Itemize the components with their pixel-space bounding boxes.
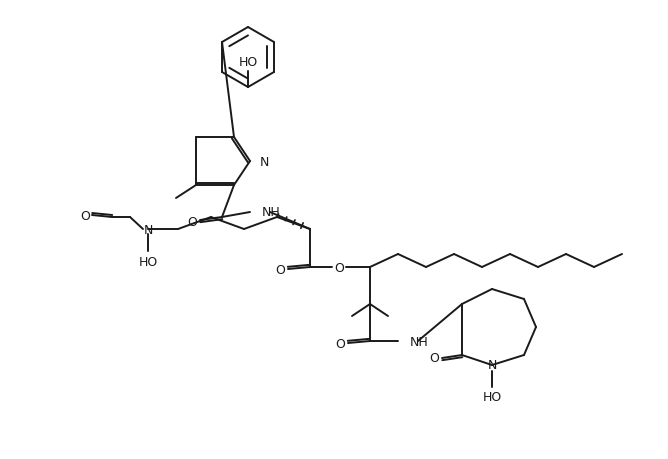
Text: O: O	[334, 261, 344, 274]
Text: O: O	[335, 337, 345, 350]
Text: HO: HO	[238, 56, 258, 68]
Text: N: N	[144, 223, 153, 236]
Text: NH: NH	[410, 335, 429, 348]
Text: O: O	[275, 263, 285, 276]
Text: O: O	[429, 352, 439, 365]
Text: HO: HO	[138, 255, 158, 268]
Text: N: N	[260, 155, 269, 168]
Text: NH: NH	[262, 206, 281, 219]
Text: O: O	[80, 209, 90, 222]
Text: HO: HO	[482, 391, 502, 403]
Text: O: O	[187, 215, 197, 228]
Text: N: N	[488, 359, 497, 372]
